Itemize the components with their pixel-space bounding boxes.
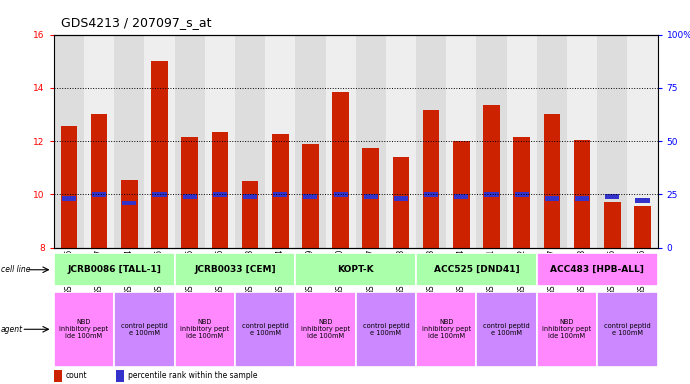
Bar <box>356 35 386 248</box>
Bar <box>175 253 295 286</box>
Bar <box>144 35 175 248</box>
Bar <box>114 292 175 367</box>
Bar <box>295 35 326 248</box>
Text: NBD
inhibitory pept
ide 100mM: NBD inhibitory pept ide 100mM <box>422 319 471 339</box>
Bar <box>454 194 469 199</box>
Bar <box>84 35 114 248</box>
Text: control peptid
e 100mM: control peptid e 100mM <box>241 323 288 336</box>
Bar <box>635 199 649 203</box>
Bar <box>122 200 137 205</box>
Bar <box>597 35 627 248</box>
Bar <box>537 35 567 248</box>
Text: JCRB0086 [TALL-1]: JCRB0086 [TALL-1] <box>67 265 161 274</box>
Text: cell line: cell line <box>1 265 30 274</box>
Bar <box>304 194 317 199</box>
Text: ACC483 [HPB-ALL]: ACC483 [HPB-ALL] <box>550 265 644 274</box>
Bar <box>213 192 227 197</box>
Bar <box>333 92 349 248</box>
Text: NBD
inhibitory pept
ide 100mM: NBD inhibitory pept ide 100mM <box>301 319 350 339</box>
Bar <box>54 292 114 367</box>
Bar <box>574 140 591 248</box>
Bar <box>272 134 288 248</box>
Bar <box>175 292 235 367</box>
Bar <box>295 292 356 367</box>
Text: control peptid
e 100mM: control peptid e 100mM <box>121 323 168 336</box>
Bar <box>235 292 295 367</box>
Bar <box>506 35 537 248</box>
Bar <box>597 292 658 367</box>
Bar <box>295 253 416 286</box>
Text: agent: agent <box>1 325 23 334</box>
Text: NBD
inhibitory pept
ide 100mM: NBD inhibitory pept ide 100mM <box>180 319 229 339</box>
Text: NBD
inhibitory pept
ide 100mM: NBD inhibitory pept ide 100mM <box>542 319 591 339</box>
Bar <box>212 132 228 248</box>
Text: KOPT-K: KOPT-K <box>337 265 374 274</box>
Bar <box>152 192 166 197</box>
Bar <box>544 114 560 248</box>
Bar <box>476 292 537 367</box>
Bar <box>416 292 476 367</box>
Bar <box>205 35 235 248</box>
Bar <box>273 192 287 197</box>
Bar <box>114 35 144 248</box>
Bar <box>265 35 295 248</box>
Bar <box>476 35 506 248</box>
Bar <box>537 292 597 367</box>
Bar <box>605 194 620 199</box>
Bar <box>484 192 499 197</box>
Text: JCRB0033 [CEM]: JCRB0033 [CEM] <box>194 265 276 274</box>
Bar <box>243 194 257 199</box>
Bar <box>62 196 76 201</box>
Bar <box>575 196 589 201</box>
Bar <box>175 35 205 248</box>
Bar <box>183 194 197 199</box>
Bar <box>515 192 529 197</box>
Bar <box>513 137 530 248</box>
Bar <box>364 194 378 199</box>
Text: control peptid
e 100mM: control peptid e 100mM <box>483 323 530 336</box>
Text: control peptid
e 100mM: control peptid e 100mM <box>604 323 651 336</box>
Bar <box>356 292 416 367</box>
Bar <box>424 192 438 197</box>
Bar <box>61 126 77 248</box>
Bar <box>302 144 319 248</box>
Bar <box>121 180 137 248</box>
Bar <box>333 192 348 197</box>
Bar <box>362 148 379 248</box>
Text: percentile rank within the sample: percentile rank within the sample <box>128 371 257 381</box>
Bar <box>416 35 446 248</box>
Bar <box>54 35 84 248</box>
Bar <box>537 253 658 286</box>
Bar <box>326 35 356 248</box>
Bar <box>604 202 620 248</box>
Text: NBD
inhibitory pept
ide 100mM: NBD inhibitory pept ide 100mM <box>59 319 108 339</box>
Bar <box>634 206 651 248</box>
Bar <box>453 141 470 248</box>
Text: count: count <box>66 371 87 381</box>
Bar <box>627 35 658 248</box>
Bar <box>241 181 258 248</box>
Bar <box>386 35 416 248</box>
Bar <box>394 196 408 201</box>
Bar <box>545 196 559 201</box>
Bar <box>393 157 409 248</box>
Bar <box>423 111 440 248</box>
Bar <box>446 35 476 248</box>
Bar <box>91 114 108 248</box>
Bar <box>483 105 500 248</box>
Bar <box>235 35 265 248</box>
Bar <box>92 192 106 197</box>
Text: GDS4213 / 207097_s_at: GDS4213 / 207097_s_at <box>61 16 211 29</box>
Bar <box>181 137 198 248</box>
Bar <box>567 35 597 248</box>
Bar <box>416 253 537 286</box>
Bar <box>151 61 168 248</box>
Bar <box>54 253 175 286</box>
Text: control peptid
e 100mM: control peptid e 100mM <box>362 323 409 336</box>
Text: ACC525 [DND41]: ACC525 [DND41] <box>433 265 520 274</box>
